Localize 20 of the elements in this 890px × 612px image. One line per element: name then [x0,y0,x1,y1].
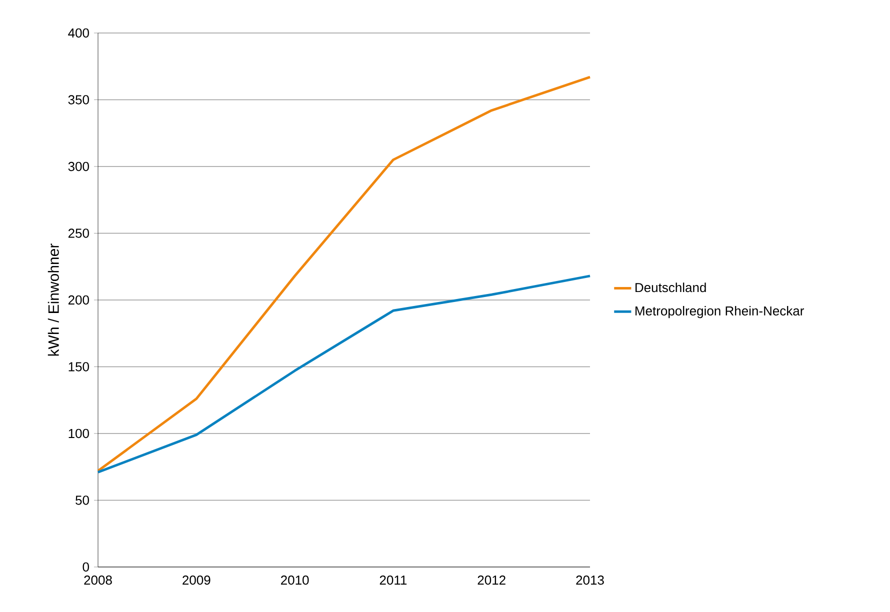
y-axis-title: kWh / Einwohner [48,244,59,356]
x-tick-label: 2011 [380,576,407,585]
y-tick-label: 50 [76,496,89,505]
y-tick-label: 300 [68,162,89,172]
y-tick-label: 150 [68,362,89,372]
line-series [96,76,592,472]
x-tick-label: 2012 [478,576,506,585]
legend-label: Metropolregion Rhein-Neckar [636,306,804,318]
y-tick-label: 350 [68,95,89,104]
legend-label: Deutschland [636,282,706,292]
x-tick-label: 2013 [576,576,604,585]
y-tick-label: 200 [68,295,89,305]
x-tick-label: 2008 [84,576,112,585]
y-tick-label: 400 [68,28,89,38]
y-tick-label: 250 [68,228,89,238]
y-tick-label: 100 [68,428,89,438]
x-tick-label: 2010 [281,576,309,585]
line-series [96,274,592,474]
x-tick-label: 2009 [182,576,210,585]
y-tick-label: 0 [82,562,89,572]
